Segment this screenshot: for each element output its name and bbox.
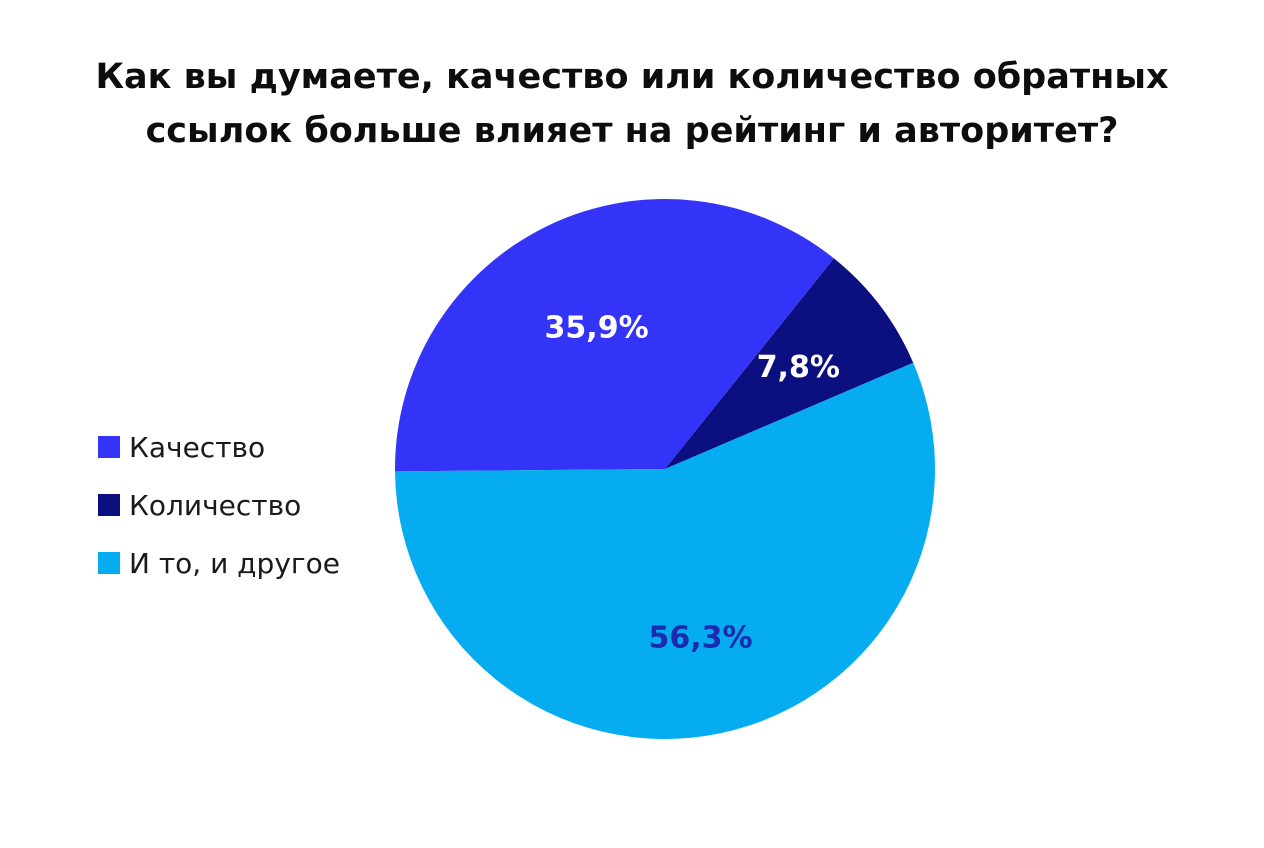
pie-slice-both — [395, 362, 935, 740]
pie-label-quality: 35,9% — [545, 311, 649, 346]
legend-swatch-both — [98, 552, 120, 574]
legend-label-quantity: Количество — [129, 488, 302, 522]
legend-label-quality: Качество — [129, 430, 266, 464]
legend-swatch-quantity — [98, 494, 120, 516]
pie-label-both: 56,3% — [648, 621, 752, 656]
legend-label-both: И то, и другое — [129, 546, 340, 580]
chart-title: Как вы думаете, качество или количество … — [0, 50, 1264, 158]
pie-slice-quality — [394, 199, 834, 472]
pie-label-quantity: 7,8% — [757, 350, 840, 385]
legend-swatch-quality — [98, 436, 120, 458]
legend-item-quality: Качество — [98, 418, 340, 476]
legend-item-both: И то, и другое — [98, 534, 340, 592]
legend: Качество Количество И то, и другое — [98, 418, 340, 592]
chart-title-line-2: ссылок больше влияет на рейтинг и автори… — [145, 111, 1119, 151]
legend-item-quantity: Количество — [98, 476, 340, 534]
pie-slice-quantity — [665, 258, 914, 469]
chart-title-line-1: Как вы думаете, качество или количество … — [95, 57, 1169, 97]
